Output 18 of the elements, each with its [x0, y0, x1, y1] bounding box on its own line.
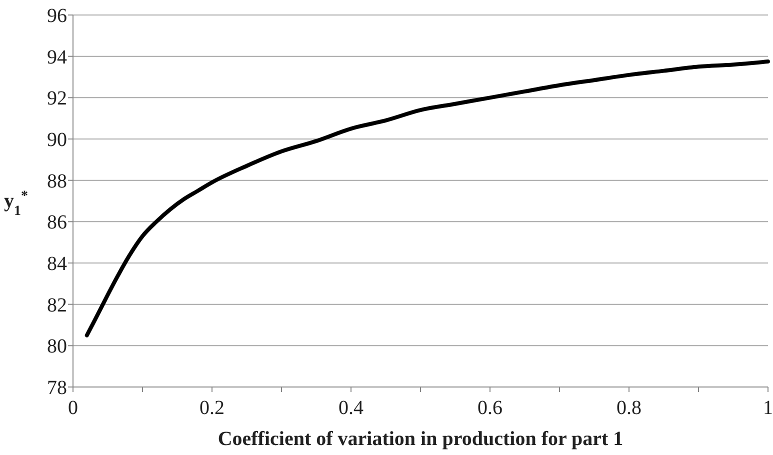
x-tick-label: 1 [763, 397, 773, 419]
y-tick-label: 90 [47, 129, 67, 151]
y-tick-label: 92 [47, 88, 67, 110]
x-tick-label: 0.4 [338, 397, 364, 419]
y-tick-label: 80 [47, 336, 67, 358]
x-tick-label: 0.2 [200, 397, 224, 419]
y-tick-label: 88 [47, 170, 67, 192]
y-tick-label: 78 [47, 377, 67, 399]
x-axis-title: Coefficient of variation in production for part 1 [218, 428, 624, 450]
line-series [84, 60, 770, 338]
y-tick-label: 84 [47, 253, 67, 275]
y-tick-label: 94 [47, 46, 67, 68]
x-tick-label: 0 [68, 397, 78, 419]
y-tick-label: 82 [47, 294, 67, 316]
x-tick-label: 0.6 [478, 397, 502, 419]
y-tick-label: 96 [47, 5, 67, 27]
x-tick-label: 0.8 [616, 397, 642, 419]
y-tick-label: 86 [47, 212, 67, 234]
